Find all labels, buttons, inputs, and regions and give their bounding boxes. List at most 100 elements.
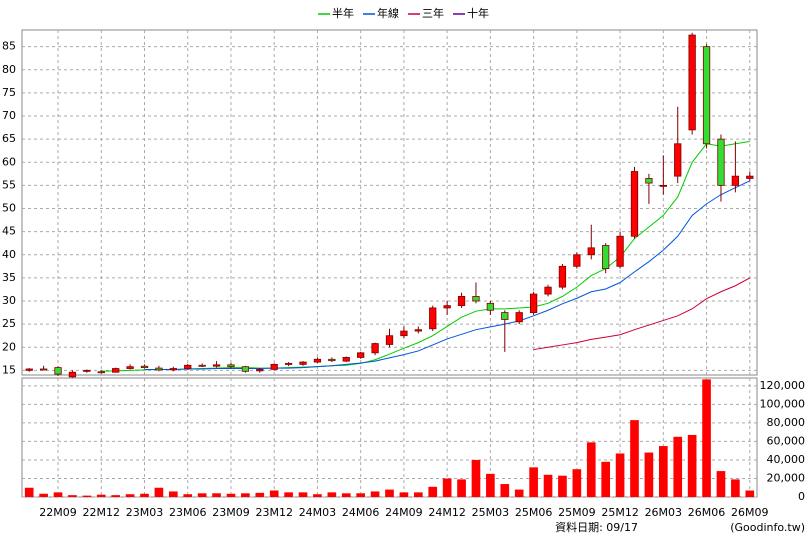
volume-bar — [298, 492, 308, 497]
x-tick-label: 25M09 — [558, 506, 596, 519]
volume-bar — [356, 493, 365, 497]
x-tick-label: 23M03 — [126, 506, 164, 519]
candle-body — [587, 247, 595, 256]
volume-tick-label: 120,000 — [760, 379, 806, 392]
volume-bar — [514, 489, 524, 497]
volume-tick-label: 100,000 — [760, 397, 806, 410]
x-tick-label: 22M09 — [39, 506, 77, 519]
candle-body — [328, 358, 336, 362]
candle-body — [140, 365, 149, 369]
volume-bar — [82, 495, 92, 497]
legend-label: 年線 — [377, 6, 399, 20]
candle-body — [472, 295, 480, 302]
volume-bar — [673, 436, 683, 497]
volume-bar — [615, 453, 625, 497]
y-tick-label: 35 — [2, 271, 16, 284]
y-tick-label: 70 — [2, 109, 16, 122]
volume-bar — [313, 494, 322, 497]
source: (Goodinfo.tw) — [730, 521, 805, 534]
y-tick-label: 25 — [2, 317, 16, 330]
volume-bar — [327, 492, 337, 497]
candle-body — [212, 364, 221, 367]
candle-body — [602, 245, 610, 270]
candle-body — [68, 371, 77, 378]
candle-body — [299, 361, 307, 365]
volume-bar — [731, 479, 740, 497]
volume-bar — [197, 493, 207, 497]
volume-bar — [687, 434, 697, 497]
candle-body — [688, 34, 696, 131]
volume-bar — [226, 493, 236, 497]
legend-label: 半年 — [332, 6, 354, 20]
x-tick-label: 24M03 — [299, 506, 337, 519]
y-tick-label: 55 — [2, 178, 16, 191]
y-tick-label: 60 — [2, 155, 16, 168]
candle-body — [126, 366, 134, 369]
volume-bar — [558, 475, 567, 497]
y-tick-label: 65 — [2, 132, 16, 145]
candle-body — [457, 295, 466, 307]
x-tick-label: 26M09 — [731, 506, 769, 519]
candle-body — [112, 368, 120, 373]
x-tick-label: 24M06 — [342, 506, 380, 519]
candle-body — [313, 358, 322, 363]
candle-body — [241, 366, 250, 372]
candle-body — [342, 357, 350, 362]
candle-body — [573, 254, 581, 267]
candle-body — [544, 286, 552, 295]
candle-body — [414, 329, 422, 332]
volume-bar — [500, 484, 510, 497]
candle-body — [256, 369, 264, 372]
y-tick-label: 20 — [2, 340, 16, 353]
volume-tick-label: 0 — [798, 490, 805, 503]
y-tick-label: 75 — [2, 86, 16, 99]
candle-body — [284, 363, 293, 365]
candle-body — [515, 312, 523, 323]
volume-bar — [370, 491, 380, 497]
candle-body — [558, 265, 567, 288]
volume-bar — [385, 489, 394, 497]
y-tick-label: 45 — [2, 225, 16, 238]
candle-body — [645, 178, 653, 184]
candle-body — [443, 305, 451, 309]
candle-body — [169, 368, 177, 371]
candle-body — [529, 293, 538, 313]
candle-body — [659, 184, 667, 187]
volume-tick-label: 20,000 — [767, 471, 806, 484]
y-tick-label: 80 — [2, 63, 16, 76]
volume-bar — [53, 492, 63, 497]
volume-bar — [471, 459, 481, 497]
ma-line — [533, 277, 751, 351]
volume-bar — [140, 493, 149, 497]
volume-tick-label: 40,000 — [767, 453, 806, 466]
candle-body — [674, 143, 682, 177]
volume-bar — [659, 446, 668, 497]
volume-bar — [745, 490, 755, 497]
x-tick-label: 25M06 — [515, 506, 553, 519]
candle-body — [198, 364, 206, 367]
volume-bar — [169, 491, 178, 497]
legend-label: 十年 — [467, 6, 489, 20]
volume-bar — [111, 495, 120, 497]
volume-bar — [529, 467, 538, 497]
volume-bar — [543, 474, 553, 497]
candle-body — [357, 352, 365, 358]
volume-bar — [630, 420, 639, 497]
y-tick-label: 85 — [2, 40, 16, 53]
candle-body — [97, 371, 105, 374]
candle-body — [400, 330, 408, 337]
x-tick-label: 24M09 — [385, 506, 423, 519]
volume-bar — [24, 487, 34, 497]
volume-bar — [96, 494, 106, 497]
price-panel — [21, 29, 758, 376]
volume-bar — [572, 469, 582, 497]
candle-body — [486, 302, 495, 311]
volume-bar — [414, 492, 423, 497]
candle-body — [731, 175, 740, 186]
candle-body — [630, 171, 639, 237]
y-tick-label: 15 — [2, 363, 16, 376]
volume-bar — [68, 495, 77, 497]
candle-body — [184, 364, 192, 369]
legend-label: 三年 — [422, 6, 444, 20]
